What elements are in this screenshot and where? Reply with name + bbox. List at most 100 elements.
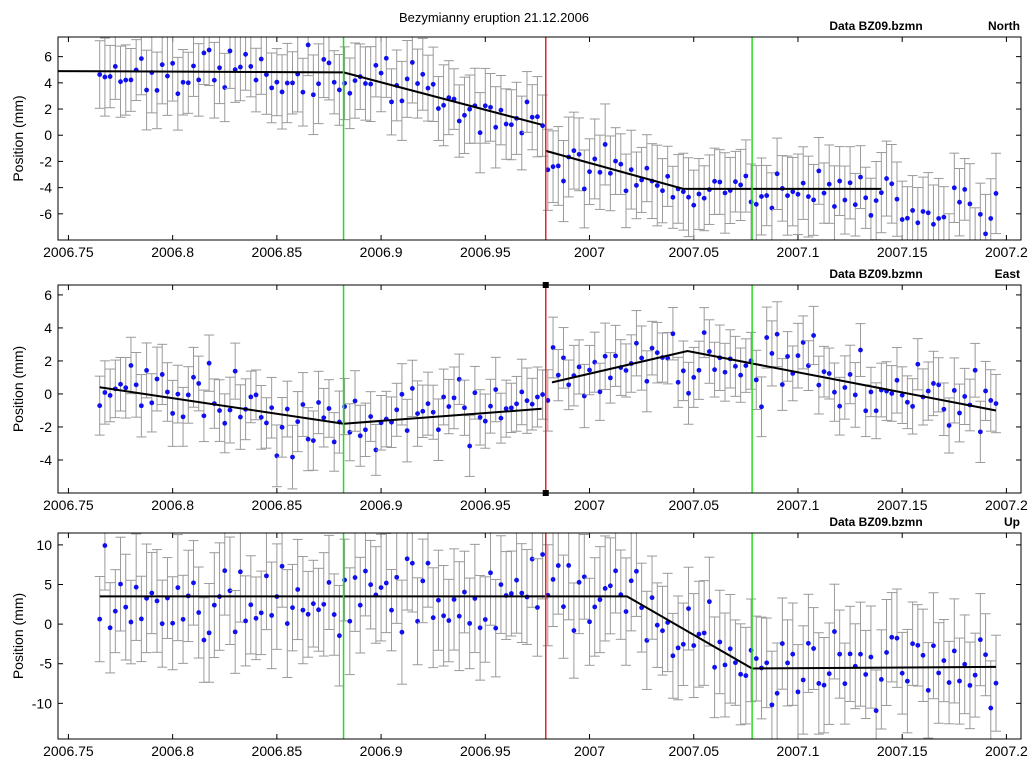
data-point [316, 400, 321, 405]
data-point [602, 586, 608, 591]
x-tick-label: 2007 [574, 743, 605, 759]
data-point [795, 689, 801, 695]
data-point [920, 652, 926, 658]
data-point [899, 217, 905, 222]
chart-panel-up: Data BZ09.bzmn Up Position (mm) 2006.75 2006… [10, 515, 1028, 759]
data-point [368, 81, 374, 87]
data-point [378, 585, 384, 591]
data-point [237, 414, 243, 420]
data-point [753, 656, 759, 661]
data-point [274, 79, 280, 85]
data-point [805, 640, 811, 646]
data-point [279, 563, 285, 569]
component-label: Up [1004, 515, 1020, 529]
data-point [462, 112, 467, 118]
data-point [430, 615, 436, 621]
plot-frame-top [57, 284, 1022, 494]
data-point [701, 630, 707, 636]
data-point [456, 613, 462, 619]
data-point [222, 420, 228, 426]
data-point [738, 372, 744, 378]
data-point [310, 438, 316, 444]
data-point [811, 197, 817, 203]
data-point [644, 637, 650, 643]
x-tick-label: 2007.1 [777, 743, 820, 759]
data-point [639, 355, 645, 361]
data-point [264, 72, 269, 77]
data-point [394, 407, 400, 413]
y-axis-label: Position (mm) [10, 593, 26, 679]
data-point [118, 581, 123, 587]
data-point [910, 208, 916, 213]
data-point [310, 601, 316, 607]
data-point [660, 628, 665, 634]
data-point [144, 87, 149, 93]
data-point [769, 702, 775, 708]
data-point [753, 201, 759, 207]
data-point [597, 169, 603, 175]
data-point [931, 221, 936, 227]
data-point [529, 114, 535, 120]
data-point [175, 391, 181, 397]
data-point [331, 79, 337, 85]
data-point [576, 364, 582, 370]
data-point [816, 382, 822, 388]
data-point [566, 382, 572, 388]
data-point [347, 90, 353, 96]
data-point [206, 630, 212, 636]
data-point [305, 611, 311, 617]
data-point [925, 687, 931, 693]
data-point [425, 560, 431, 566]
data-point [159, 621, 165, 627]
data-point [863, 408, 869, 414]
data-point [482, 103, 488, 109]
data-point [154, 88, 160, 93]
data-point [493, 387, 499, 392]
plot-area [94, 301, 1001, 490]
data-point [118, 79, 123, 85]
data-point [858, 347, 863, 353]
x-tick-label: 2006.8 [151, 497, 194, 513]
data-point [352, 575, 358, 580]
data-point [206, 360, 212, 366]
data-point [201, 413, 207, 419]
data-point [196, 610, 202, 615]
data-point [847, 651, 853, 657]
y-tick-label: -4 [40, 180, 53, 196]
data-point [800, 180, 806, 186]
data-point [165, 73, 170, 79]
data-point [363, 568, 368, 574]
data-point [821, 369, 827, 375]
data-point [123, 604, 129, 610]
data-point [248, 602, 254, 608]
data-point [983, 388, 988, 394]
data-point [290, 80, 295, 86]
data-point [670, 194, 676, 200]
data-point [973, 244, 978, 249]
data-point [774, 690, 780, 696]
data-point [738, 182, 744, 188]
data-point [336, 633, 342, 639]
data-point [863, 672, 869, 677]
data-point [415, 411, 420, 417]
x-tick-label: 2006.85 [252, 244, 303, 260]
data-point [133, 584, 139, 590]
data-point [915, 220, 921, 226]
data-point [759, 404, 764, 410]
data-point [206, 47, 212, 53]
data-point [561, 355, 566, 361]
data-point [800, 677, 806, 683]
plot-frame-top [57, 532, 1022, 740]
data-point [972, 367, 978, 373]
data-point [899, 670, 905, 676]
data-point [826, 371, 832, 376]
data-point [420, 408, 426, 414]
data-point [430, 81, 436, 87]
data-point [957, 678, 962, 684]
data-point [915, 361, 921, 367]
data-point [258, 610, 264, 616]
data-point [717, 179, 723, 185]
data-point [852, 202, 858, 208]
x-tick-label: 2006.85 [252, 497, 303, 513]
